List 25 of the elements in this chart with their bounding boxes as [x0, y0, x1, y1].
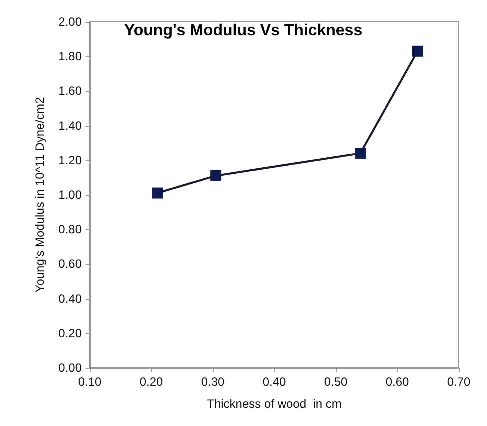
x-tick-label: 0.20: [140, 375, 164, 389]
y-tick-label: 1.40: [58, 118, 82, 133]
y-tick-label: 0.80: [58, 222, 82, 237]
x-tick-label: 0.40: [262, 375, 286, 389]
y-tick-label: 0.20: [58, 326, 82, 340]
x-tick-label: 0.10: [78, 375, 102, 389]
y-axis-title: Young's Modulus in 10^11 Dyne/cm2: [33, 96, 47, 293]
x-tick-label: 0.30: [201, 375, 225, 389]
y-tick-label: 0.00: [58, 361, 82, 375]
point: [210, 170, 222, 182]
x-tick-label: 0.70: [447, 375, 471, 389]
x-tick-label: 0.50: [324, 375, 348, 389]
y-tick-label: 0.40: [58, 292, 82, 306]
y-tick-label: 1.80: [58, 50, 82, 64]
y-tick-label: 0.60: [58, 257, 82, 272]
x-tick-label: 0.60: [386, 375, 410, 389]
point: [412, 46, 424, 57]
point: [152, 188, 164, 199]
y-tick-label: 2.00: [58, 15, 82, 29]
y-tick-label: 1.20: [58, 153, 82, 168]
y-tick-label: 1.60: [58, 84, 82, 98]
point: [355, 148, 366, 159]
y-tick-label: 1.00: [58, 188, 82, 202]
x-axis-title: Thickness of wood in cm: [207, 397, 342, 411]
chart-title: Young's Modulus Vs Thickness: [124, 22, 363, 40]
